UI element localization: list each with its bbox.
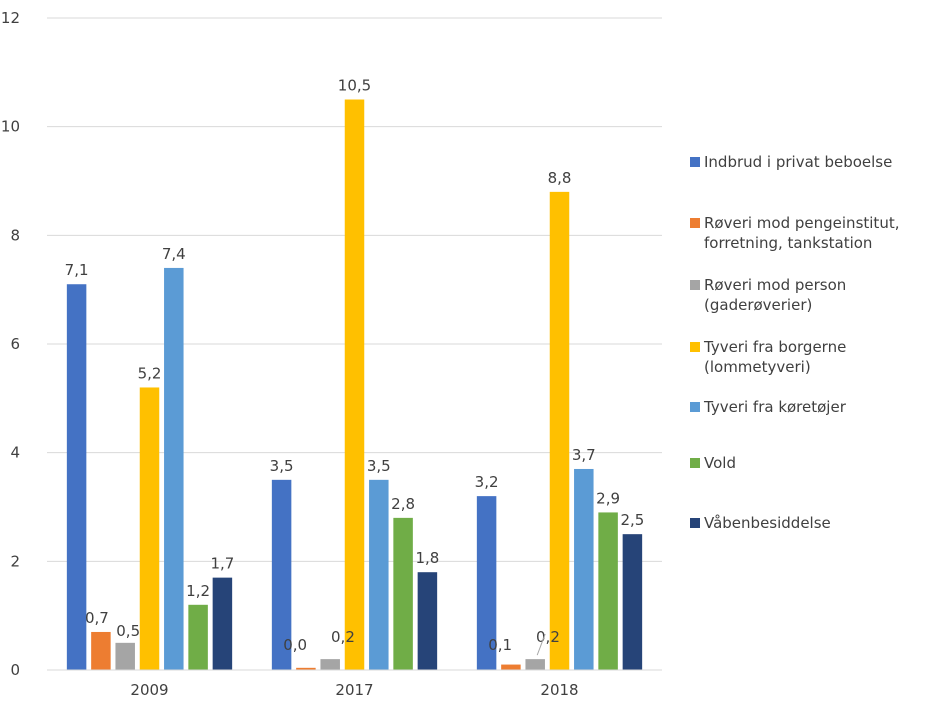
y-tick-label: 12 (1, 9, 20, 27)
data-label: 2,9 (596, 489, 620, 507)
x-tick-label: 2017 (335, 681, 373, 699)
data-label: 1,7 (210, 555, 234, 573)
legend-swatch (690, 518, 700, 528)
bar (188, 604, 208, 670)
legend-label: (lommetyveri) (704, 358, 811, 376)
y-tick-label: 8 (10, 226, 20, 244)
legend-swatch (690, 218, 700, 228)
legend-label: Røveri mod pengeinstitut, (704, 214, 899, 232)
data-label: 0,0 (283, 636, 307, 654)
data-labels: 7,1 0,7 0,5 5,2 7,4 1,21,7 3,5 0,0 0,2 10,5 3,5 2,8… (65, 77, 644, 656)
bar (115, 642, 135, 670)
data-label: 0,2 (331, 628, 355, 646)
bar (271, 479, 292, 670)
bar (66, 284, 87, 670)
data-label: 1,8 (415, 549, 439, 567)
data-label: 3,2 (475, 473, 499, 491)
data-label: 2,8 (391, 495, 415, 513)
data-label: 0,7 (85, 609, 109, 627)
leader-line (536, 633, 546, 656)
legend-swatch (690, 280, 700, 290)
data-label: 3,5 (270, 457, 294, 475)
bar (164, 267, 184, 670)
x-tick-label: 2018 (540, 681, 578, 699)
legend-swatch (690, 402, 700, 412)
legend-swatch (690, 458, 700, 468)
data-label: 0,1 (488, 636, 512, 654)
bar (574, 468, 594, 670)
data-label: 7,4 (162, 245, 186, 263)
data-label: 0,5 (116, 622, 140, 640)
data-label: 0,2 (536, 628, 560, 646)
y-tick-label: 2 (10, 552, 20, 570)
axes: 0 2 4 6 8 10 12 2009 2017 2018 (1, 9, 662, 699)
legend-label: Tyveri fra køretøjer (703, 398, 847, 416)
data-label: 10,5 (338, 77, 371, 95)
bar (320, 659, 340, 670)
data-label: 3,7 (572, 446, 596, 464)
bars (66, 99, 643, 670)
bar (598, 512, 618, 670)
bar (549, 191, 570, 670)
legend-label: (gaderøverier) (704, 296, 812, 314)
bar (393, 517, 413, 670)
bar (525, 659, 545, 670)
bar (476, 496, 497, 670)
bar (212, 577, 233, 670)
y-tick-label: 0 (10, 661, 20, 679)
bar (91, 631, 111, 670)
legend-label: Våbenbesiddelse (704, 514, 831, 532)
legend-label: forretning, tankstation (704, 234, 872, 252)
bar (417, 572, 438, 670)
y-tick-label: 6 (10, 335, 20, 353)
y-tick-label: 4 (10, 444, 20, 462)
y-tick-label: 10 (1, 118, 20, 136)
data-label: 2,5 (620, 511, 644, 529)
legend-label: Vold (704, 454, 736, 472)
legend-swatch (690, 157, 700, 167)
data-label: 3,5 (367, 457, 391, 475)
legend: Indbrud i privat beboelse Røveri mod peng… (690, 153, 899, 532)
x-tick-label: 2009 (130, 681, 168, 699)
bar (296, 667, 316, 670)
bar (501, 664, 521, 670)
data-label: 7,1 (65, 261, 89, 279)
legend-label: Indbrud i privat beboelse (704, 153, 892, 171)
bar (344, 99, 365, 670)
legend-label: Røveri mod person (704, 276, 846, 294)
legend-swatch (690, 342, 700, 352)
data-label: 8,8 (548, 169, 572, 187)
data-label: 5,2 (138, 364, 162, 382)
data-label: 1,2 (186, 582, 210, 600)
bar (369, 479, 389, 670)
bar (139, 387, 160, 670)
legend-label: Tyveri fra borgerne (703, 338, 846, 356)
bar (622, 534, 643, 670)
